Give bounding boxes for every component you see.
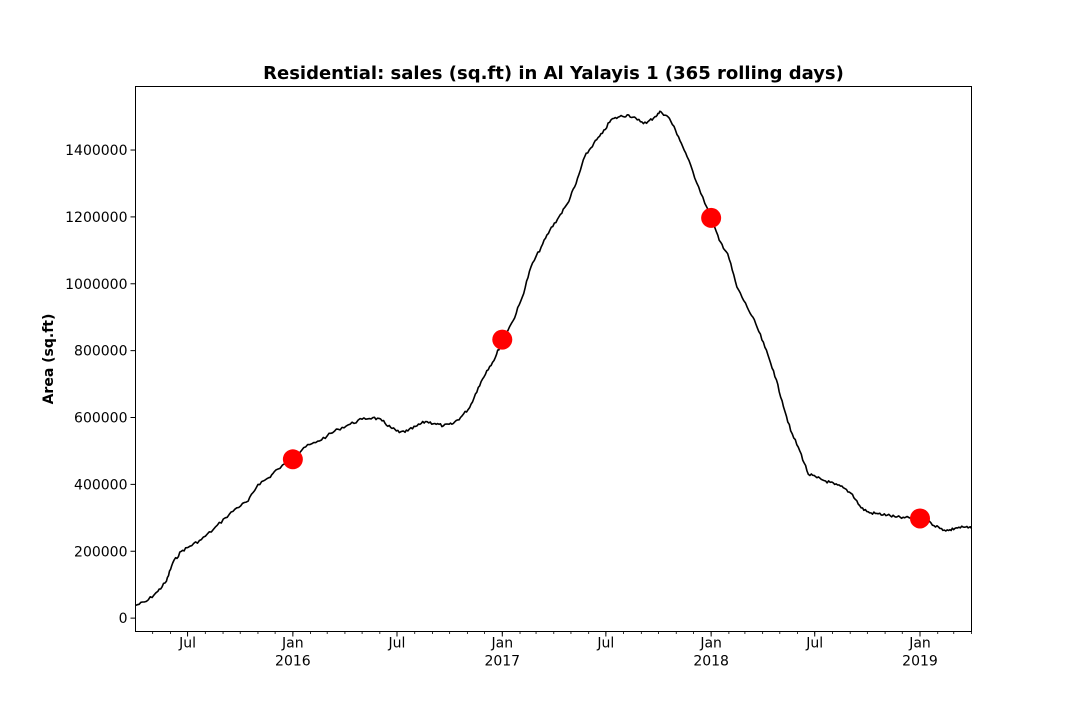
marker-point [282, 449, 303, 470]
plot-layer: Jul Jan 2016 Jul Jan 2017 Jul Jan 2018 Jul Jan 2019… [65, 110, 973, 670]
x-tick-label: Jul [388, 636, 406, 652]
y-tick-label: 600000 [74, 411, 127, 427]
x-tick-year-label: 2017 [484, 654, 520, 670]
y-tick-label: 1000000 [65, 277, 127, 293]
x-tick-label: Jan [699, 636, 722, 652]
series-line [135, 110, 973, 607]
y-tick-label: 400000 [74, 477, 127, 493]
y-tick-label: 0 [119, 611, 128, 627]
x-tick-label: Jan [908, 636, 931, 652]
x-tick-year-label: 2019 [902, 654, 938, 670]
x-tick-year-label: 2018 [693, 654, 729, 670]
x-tick-label: Jan [490, 636, 513, 652]
y-tick-label: 1400000 [65, 143, 127, 159]
y-axis-label: Area (sq.ft) [41, 314, 57, 405]
x-tick-label: Jan [281, 636, 304, 652]
plot-frame [135, 86, 972, 632]
marker-point [701, 207, 722, 228]
y-tick-label: 800000 [74, 344, 127, 360]
chart-title: Residential: sales (sq.ft) in Al Yalayis… [263, 63, 844, 84]
x-tick-label: Jul [596, 636, 614, 652]
marker-point [910, 508, 931, 529]
y-tick-label: 1200000 [65, 210, 127, 226]
marker-point [492, 329, 513, 350]
y-tick-label: 200000 [74, 544, 127, 560]
x-tick-label: Jul [805, 636, 823, 652]
x-tick-year-label: 2016 [275, 654, 311, 670]
x-tick-label: Jul [178, 636, 196, 652]
